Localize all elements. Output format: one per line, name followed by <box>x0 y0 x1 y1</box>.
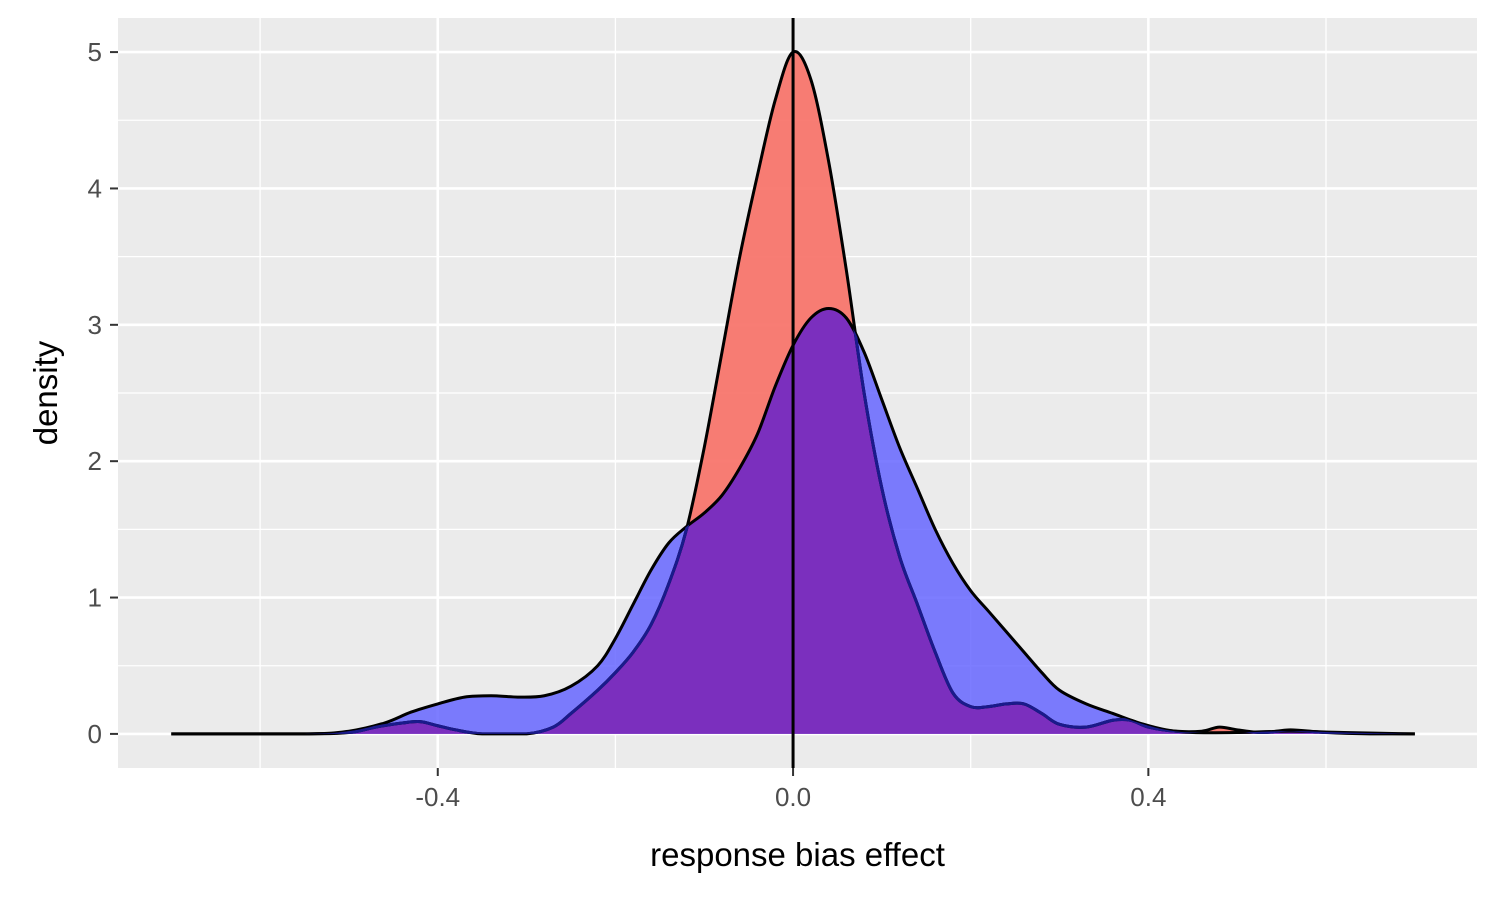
y-tick-label: 4 <box>88 173 102 203</box>
tick-labels: -0.4 0.0 0.4 0 1 2 3 4 5 <box>88 37 1167 812</box>
density-curve-1-overlap <box>171 308 1415 734</box>
y-tick-label: 5 <box>88 37 102 67</box>
y-tick-label: 2 <box>88 446 102 476</box>
x-tick-label: -0.4 <box>415 782 460 812</box>
y-tick-label: 0 <box>88 719 102 749</box>
density-curve-2 <box>171 306 1415 736</box>
x-tick-label: 0.4 <box>1130 782 1166 812</box>
y-tick-label: 3 <box>88 310 102 340</box>
x-axis-title: response bias effect <box>650 836 945 873</box>
x-tick-label: 0.0 <box>775 782 811 812</box>
y-tick-label: 1 <box>88 583 102 613</box>
y-axis-title: density <box>27 340 64 445</box>
axis-ticks <box>110 51 1150 776</box>
